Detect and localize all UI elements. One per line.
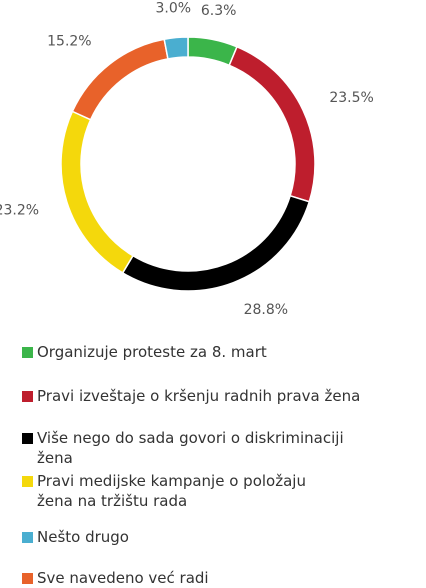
slice bbox=[187, 36, 238, 67]
legend-swatch bbox=[22, 347, 33, 358]
legend-swatch bbox=[22, 573, 33, 584]
slice-label: 28.8% bbox=[244, 302, 288, 318]
legend-swatch bbox=[22, 476, 33, 487]
legend-item: Pravi izveštaje o kršenju radnih prava ž… bbox=[22, 386, 372, 406]
legend-item: Sve navedeno već radi bbox=[22, 568, 372, 588]
legend-swatch bbox=[22, 433, 33, 444]
legend-item: Organizuje proteste za 8. mart bbox=[22, 342, 372, 362]
legend-label: Nešto drugo bbox=[37, 528, 129, 546]
legend-item: Nešto drugo bbox=[22, 527, 372, 547]
slice bbox=[60, 110, 134, 274]
legend-item: Pravi medijske kampanje o položaju žena … bbox=[22, 471, 372, 511]
slice-label: 23.2% bbox=[0, 202, 39, 218]
slice bbox=[228, 45, 316, 203]
legend-label: Pravi izveštaje o kršenju radnih prava ž… bbox=[37, 387, 361, 405]
slice bbox=[163, 36, 189, 60]
legend-label: Sve navedeno već radi bbox=[37, 569, 209, 587]
legend-item: Više nego do sada govori o diskriminacij… bbox=[22, 428, 372, 468]
legend-label: Više nego do sada govori o diskriminacij… bbox=[37, 429, 344, 467]
slice-label: 23.5% bbox=[329, 90, 373, 106]
slice-label: 15.2% bbox=[47, 33, 91, 49]
chart: 6.3% 23.5% 28.8% 23.2% 15.2% 3.0% bbox=[0, 1, 374, 318]
slice bbox=[121, 194, 311, 292]
slice bbox=[71, 38, 169, 121]
legend-swatch bbox=[22, 391, 33, 402]
legend-label: Organizuje proteste za 8. mart bbox=[37, 343, 267, 361]
slice-label: 6.3% bbox=[201, 3, 237, 19]
legend-label: Pravi medijske kampanje o položaju žena … bbox=[37, 472, 306, 510]
slice-label: 3.0% bbox=[156, 1, 192, 17]
legend-swatch bbox=[22, 532, 33, 543]
